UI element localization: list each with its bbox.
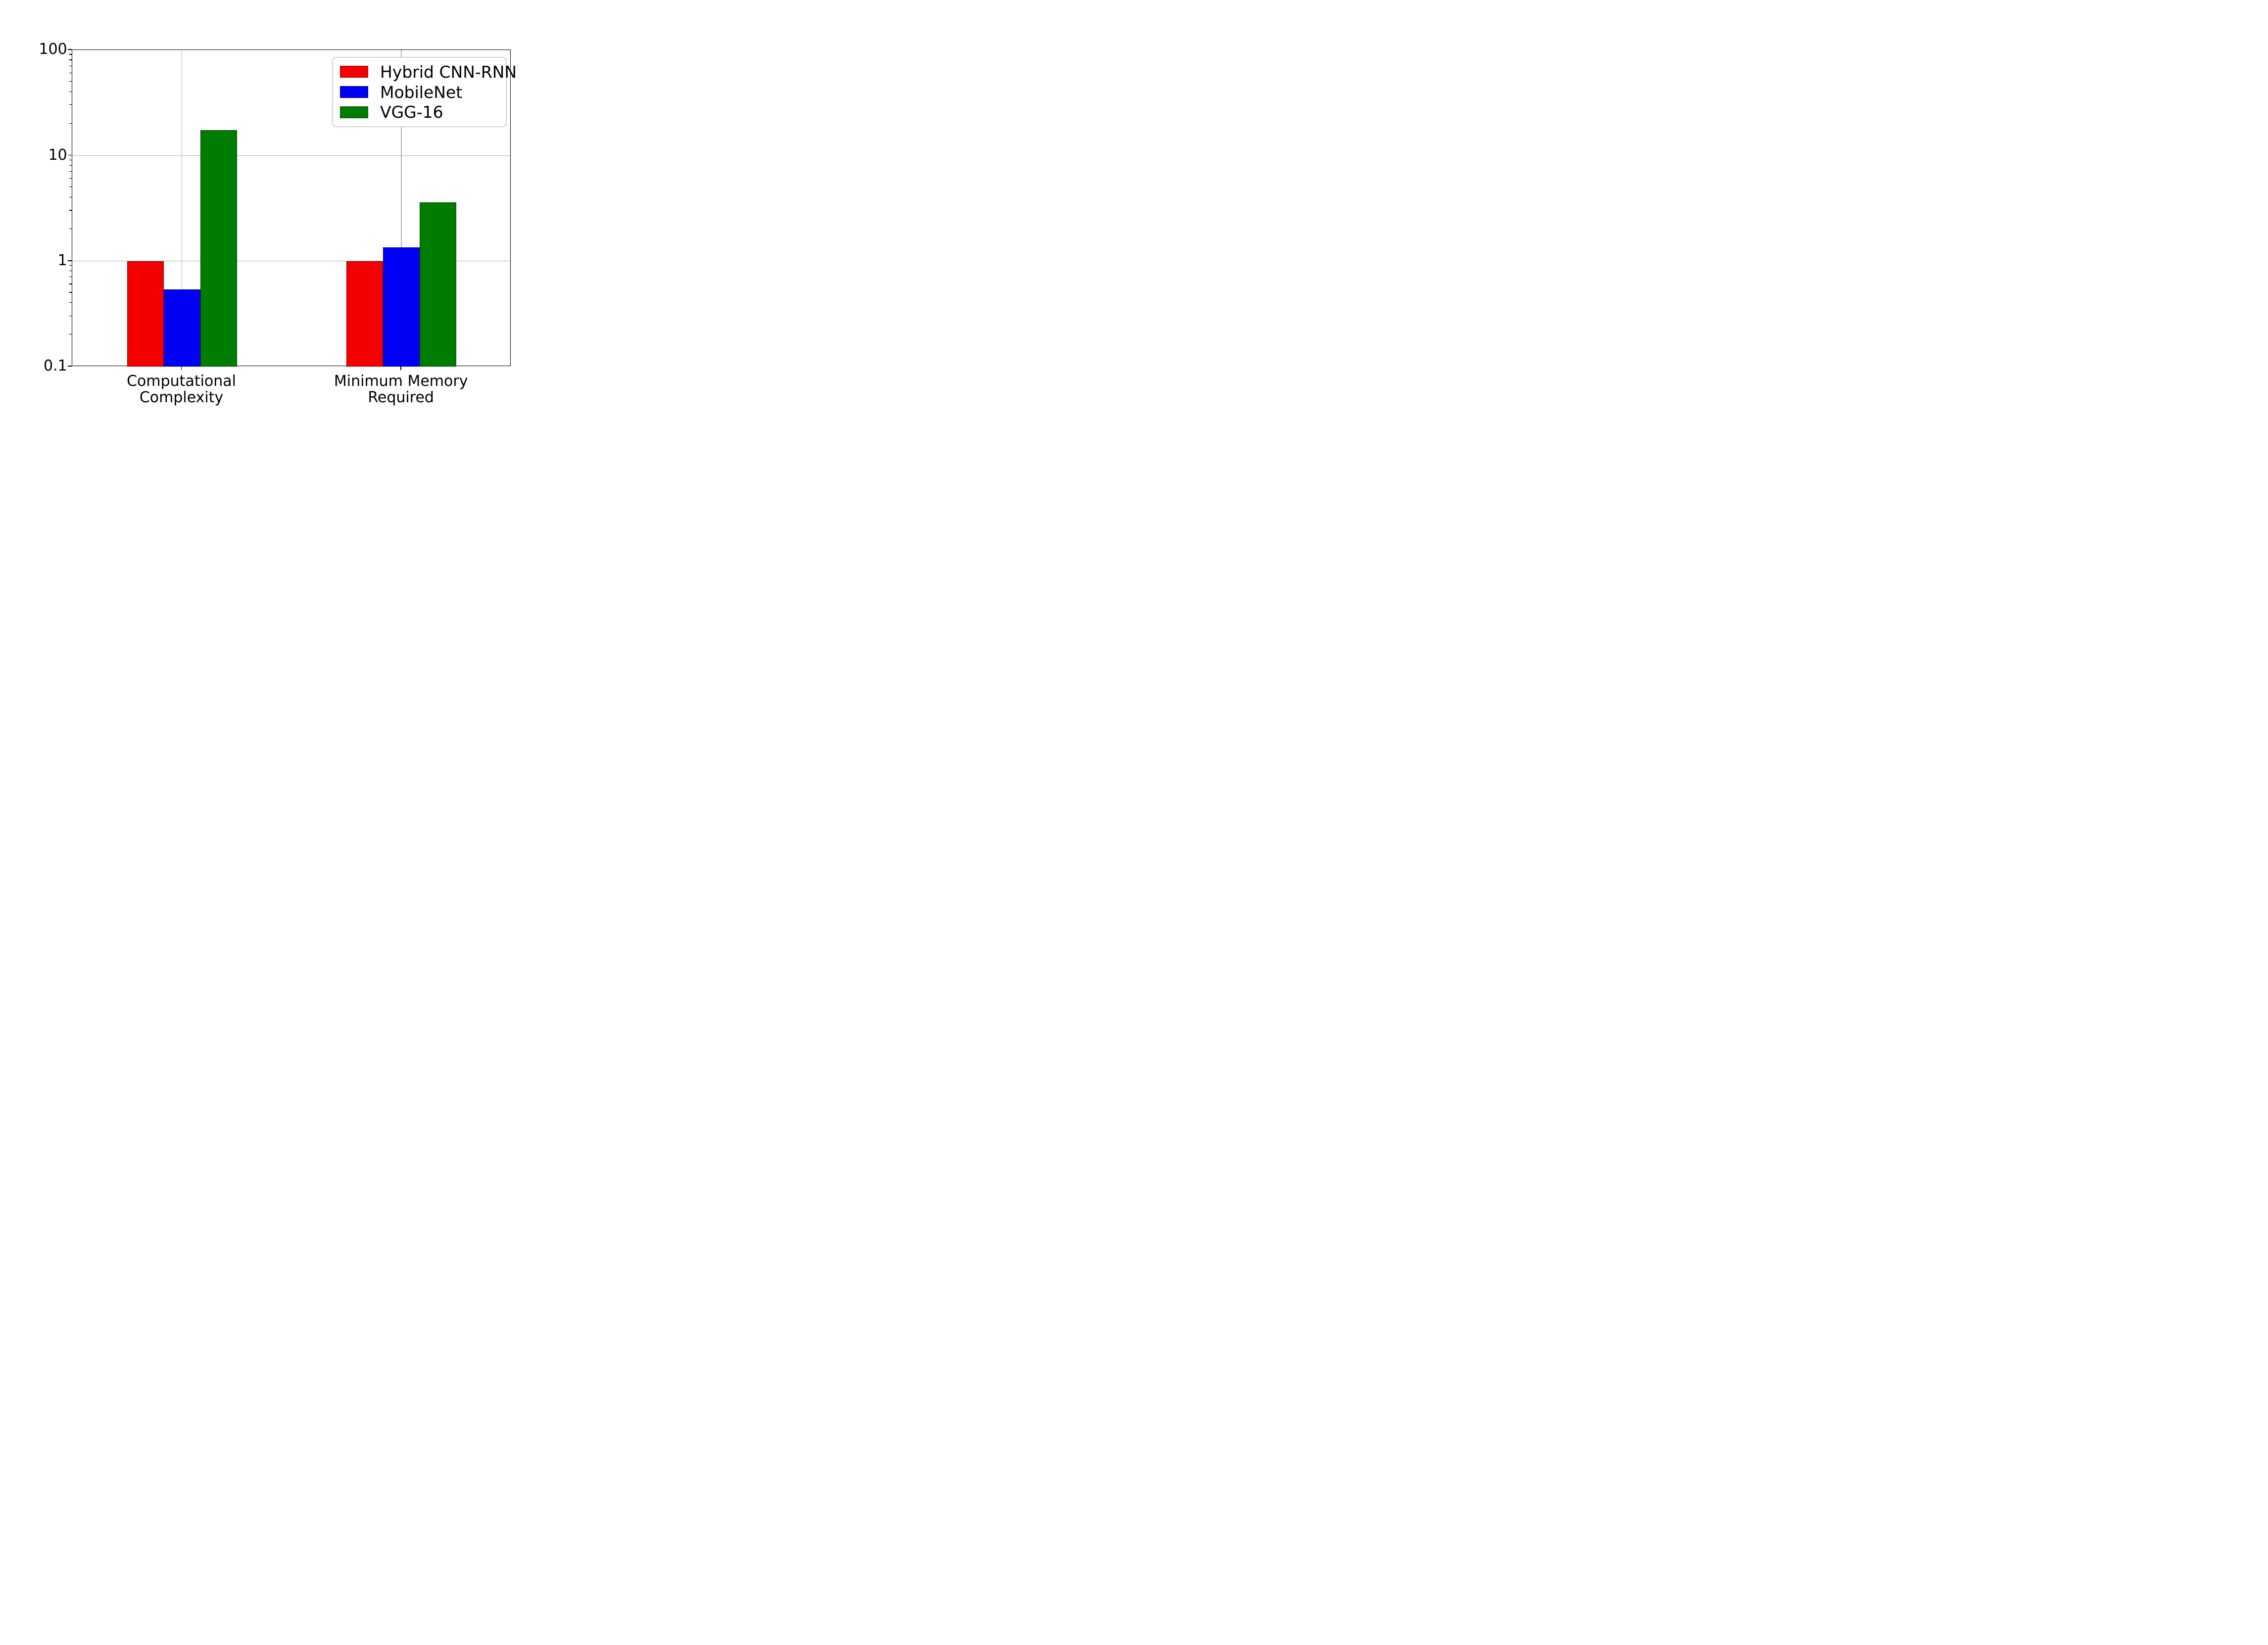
x-category-label-line2: Complexity [139,389,224,406]
x-category-label-line1: Computational [127,373,237,390]
y-minor-tick-mark [69,104,72,105]
y-tick-label: 0.1 [44,357,67,375]
y-tick-mark [67,260,72,261]
y-minor-tick-mark [69,283,72,284]
x-category-label: Minimum Memory Required [277,373,525,406]
y-minor-tick-mark [69,171,72,172]
legend-label: Hybrid CNN-RNN [380,62,517,82]
y-minor-tick-mark [69,302,72,303]
x-category-label: Computational Complexity [58,373,305,406]
legend-item-hybrid-cnn-rnn: Hybrid CNN-RNN [340,62,517,82]
x-category-label-line1: Minimum Memory [334,373,468,390]
figure: 100 10 1 0.1 Computational Complexity Minimum … [0,0,567,411]
y-minor-tick-mark [69,59,72,60]
legend-item-mobilenet: MobileNet [340,82,499,102]
y-gridline [72,155,510,156]
y-minor-tick-mark [69,265,72,266]
legend-swatch [340,86,368,98]
x-category-label-line2: Required [368,389,434,406]
y-tick-label: 10 [48,146,67,164]
y-minor-tick-mark [69,165,72,166]
bar-mobilenet [383,247,420,367]
x-tick-mark [400,366,401,370]
bar-vgg-16 [420,202,457,367]
y-minor-tick-mark [69,81,72,82]
x-tick-mark [181,366,182,370]
y-tick-label: 100 [39,41,67,58]
bar-hybrid-cnn-rnn [346,261,384,367]
legend-item-vgg-16: VGG-16 [340,102,499,122]
legend-label: MobileNet [380,82,463,102]
bar-mobilenet [163,289,200,367]
legend-label: VGG-16 [380,102,443,122]
legend: Hybrid CNN-RNN MobileNet VGG-16 [332,57,517,127]
y-tick-label: 1 [57,251,67,269]
y-tick-mark [67,154,72,156]
y-minor-tick-mark [69,178,72,179]
y-tick-mark [67,49,72,50]
y-minor-tick-mark [69,123,72,124]
bar-vgg-16 [200,130,237,367]
bar-hybrid-cnn-rnn [127,261,164,367]
y-tick-mark [67,366,72,367]
legend-swatch [340,66,368,78]
legend-swatch [340,106,368,118]
